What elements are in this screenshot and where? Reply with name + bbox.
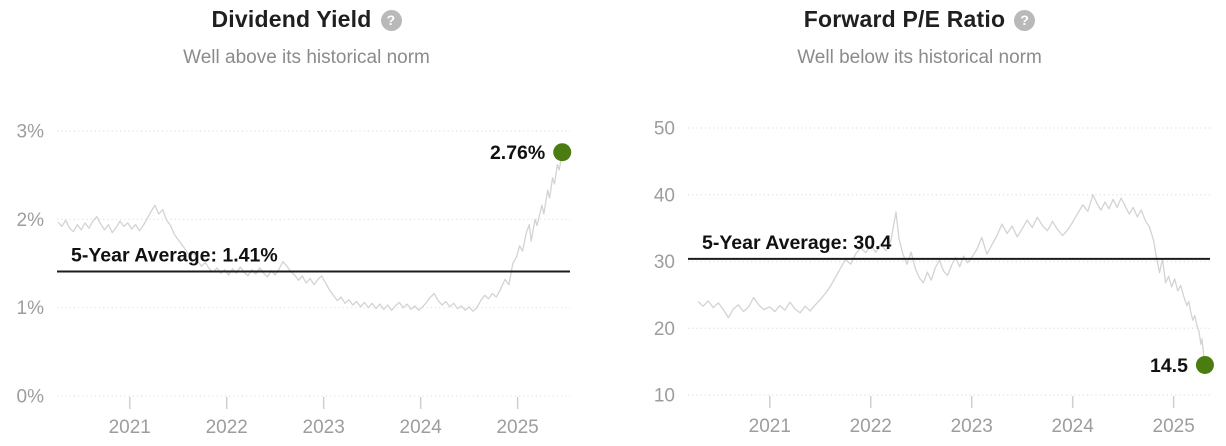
y-axis-tick-label: 0% — [17, 387, 45, 408]
average-label: 5-Year Average: 1.41% — [71, 244, 278, 266]
series-line — [57, 152, 563, 312]
chart-title-text: Forward P/E Ratio — [803, 6, 1006, 32]
chart-header: Dividend Yield? Well above its historica… — [0, 0, 613, 69]
x-axis-tick-label: 2024 — [1052, 416, 1095, 437]
x-axis-group: 2021 2022 2023 2024 2025 — [109, 397, 539, 438]
forward-pe-chart: Forward P/E Ratio? Well below its histor… — [613, 0, 1226, 446]
chart-title: Forward P/E Ratio? — [613, 6, 1226, 33]
x-axis-tick-label: 2022 — [206, 417, 248, 438]
help-icon[interactable]: ? — [380, 10, 402, 31]
x-axis-tick-label: 2023 — [303, 417, 345, 438]
average-label: 5-Year Average: 30.4 — [702, 232, 891, 254]
x-axis-group: 2021 2022 2023 2024 2025 — [749, 396, 1195, 437]
x-axis-tick-label: 2025 — [496, 417, 538, 438]
y-axis-tick-label: 50 — [654, 119, 675, 140]
plot-canvas: 0% 1% 2% 3% 2021 2022 2023 2024 2025 5-Year Ave… — [17, 122, 572, 438]
chart-header: Forward P/E Ratio? Well below its histor… — [613, 0, 1226, 69]
series-line — [697, 194, 1206, 366]
end-point-label: 2.76% — [490, 142, 545, 164]
y-axis-group: 10 20 30 40 50 — [654, 119, 675, 407]
end-point-dot[interactable] — [1195, 355, 1214, 374]
x-axis-tick-label: 2023 — [951, 416, 993, 437]
y-axis-tick-label: 3% — [17, 122, 45, 143]
x-axis-tick-label: 2021 — [749, 416, 791, 437]
end-point-dot[interactable] — [553, 143, 572, 162]
x-axis-tick-label: 2021 — [109, 417, 151, 438]
end-point-label: 14.5 — [1150, 355, 1188, 377]
y-axis-tick-label: 10 — [654, 386, 675, 407]
plot-canvas: 10 20 30 40 50 2021 2022 2023 2024 2025 5-Year A… — [654, 119, 1214, 437]
dividend-yield-chart: Dividend Yield? Well above its historica… — [0, 0, 613, 438]
gridlines-group — [688, 127, 1210, 396]
chart-subtitle: Well below its historical norm — [797, 47, 1042, 68]
chart-title: Dividend Yield? — [0, 6, 613, 33]
gridlines-group — [57, 130, 570, 397]
chart-subtitle: Well above its historical norm — [183, 47, 430, 68]
chart-title-text: Dividend Yield — [211, 6, 372, 32]
y-axis-tick-label: 20 — [654, 319, 675, 340]
x-axis-tick-label: 2022 — [850, 416, 892, 437]
x-axis-tick-label: 2025 — [1153, 416, 1195, 437]
y-axis-tick-label: 2% — [17, 210, 45, 231]
y-axis-tick-label: 40 — [654, 185, 675, 206]
help-icon[interactable]: ? — [1014, 10, 1036, 31]
y-axis-tick-label: 30 — [654, 252, 675, 273]
y-axis-group: 0% 1% 2% 3% — [17, 122, 45, 408]
x-axis-tick-label: 2024 — [400, 417, 443, 438]
y-axis-tick-label: 1% — [17, 298, 45, 319]
